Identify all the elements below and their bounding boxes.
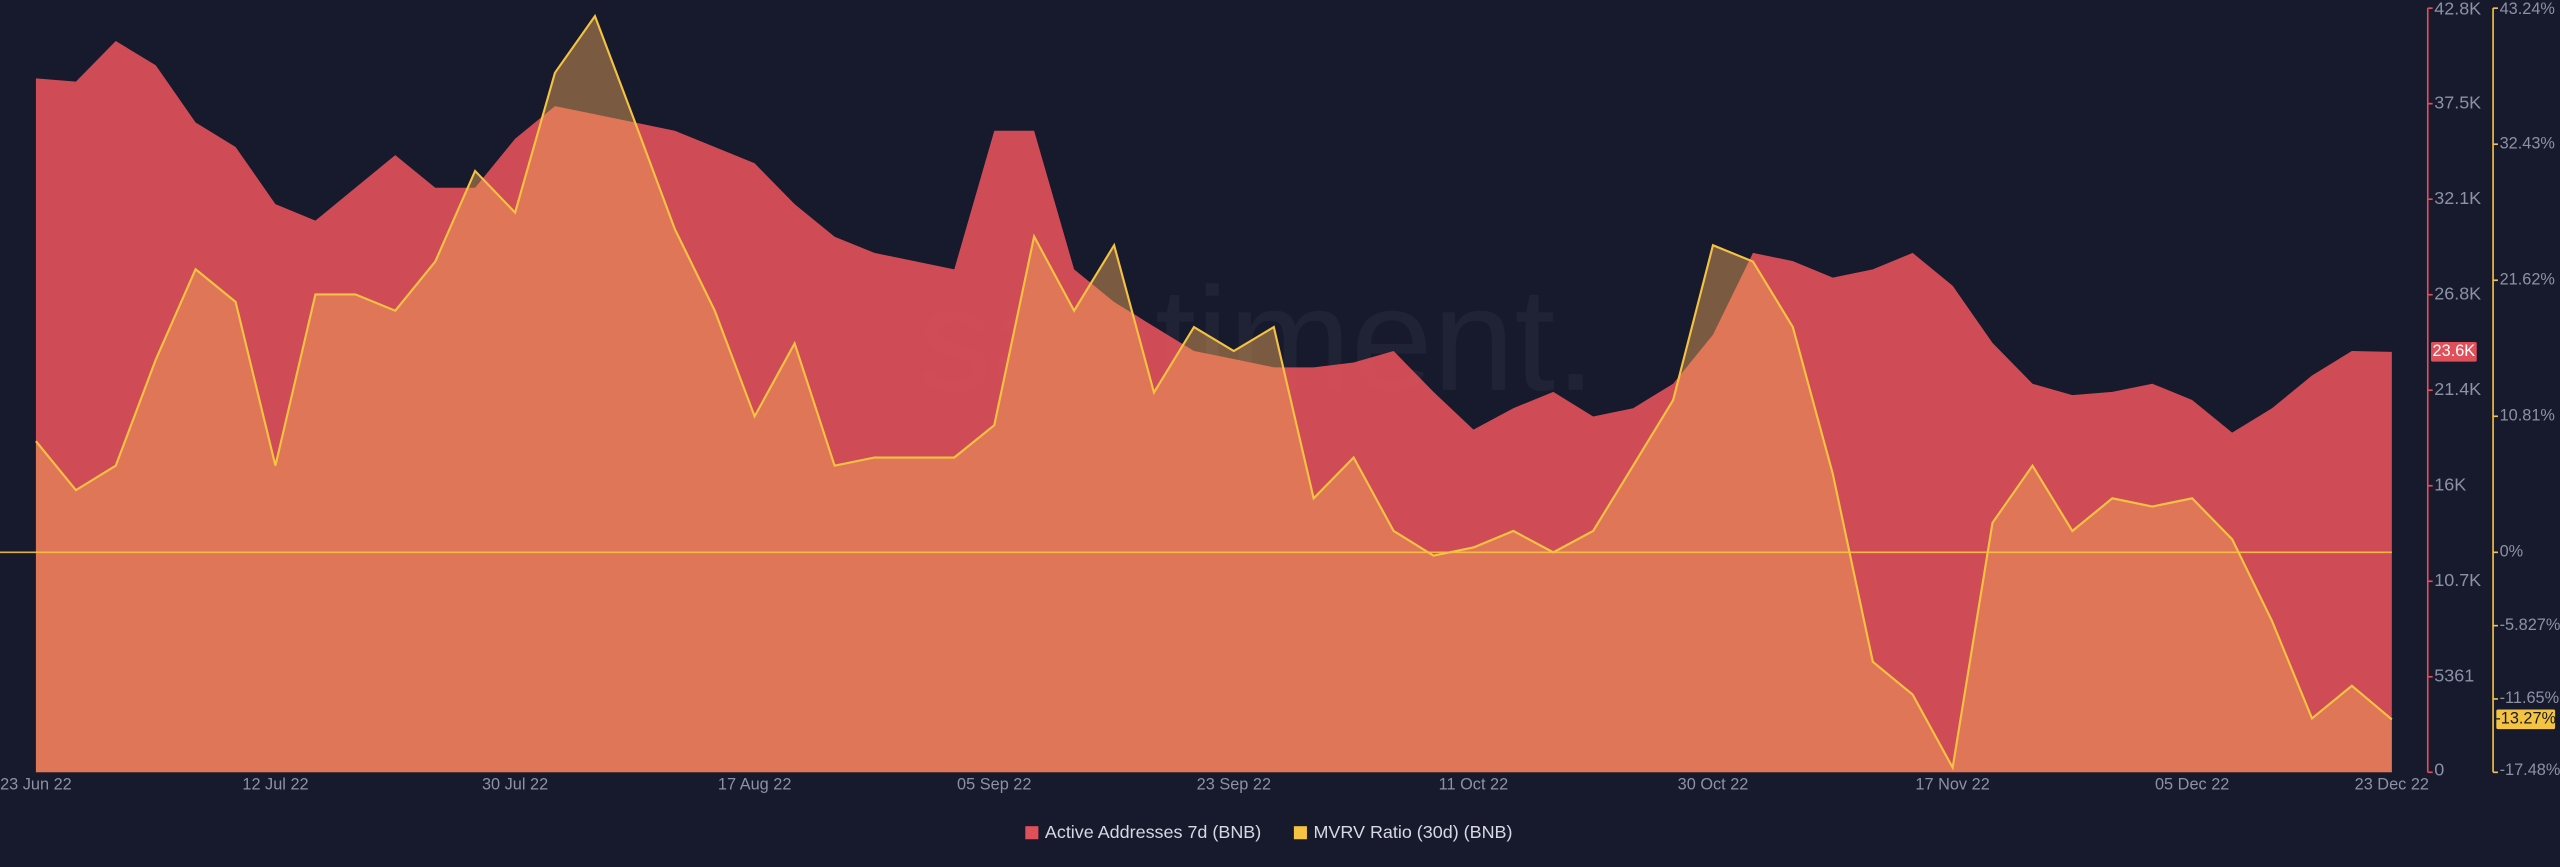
x-tick-label: 23 Dec 22 bbox=[2355, 776, 2429, 794]
y-tick-label: 16K bbox=[2434, 474, 2466, 494]
current-value-badge bbox=[2496, 709, 2556, 730]
legend-swatch bbox=[1293, 826, 1307, 840]
y-tick-label: 26.8K bbox=[2434, 283, 2481, 303]
y2-tick-label: 10.81% bbox=[2500, 407, 2555, 425]
x-tick-label: 30 Jul 22 bbox=[482, 776, 548, 794]
x-tick-label: 17 Aug 22 bbox=[718, 776, 791, 794]
x-tick-label: 05 Dec 22 bbox=[2155, 776, 2229, 794]
mvrv-line bbox=[35, 13, 2393, 771]
current-value-badge bbox=[2431, 342, 2477, 362]
x-tick-label: 12 Jul 22 bbox=[242, 776, 308, 794]
y2-tick-label: -5.827% bbox=[2500, 616, 2560, 634]
y-tick-label: 0 bbox=[2434, 759, 2444, 779]
legend-swatch bbox=[1025, 826, 1039, 840]
x-tick-label: 30 Oct 22 bbox=[1678, 776, 1749, 794]
y2-tick-label: 43.24% bbox=[2500, 0, 2555, 18]
y2-tick-label: -17.48% bbox=[2500, 761, 2560, 779]
y-tick-label: 21.4K bbox=[2434, 379, 2481, 399]
y2-tick-label: 21.62% bbox=[2500, 271, 2555, 289]
x-tick-label: 17 Nov 22 bbox=[1915, 776, 1989, 794]
y-tick-label: 32.1K bbox=[2434, 188, 2481, 208]
active-addresses-area bbox=[35, 40, 2392, 773]
x-tick-label: 05 Sep 22 bbox=[957, 776, 1031, 794]
legend: Active Addresses 7d (BNB) MVRV Ratio (30d… bbox=[1025, 822, 1513, 842]
legend-label: MVRV Ratio (30d) (BNB) bbox=[1313, 822, 1512, 842]
x-tick-label: 11 Oct 22 bbox=[1439, 776, 1509, 794]
y2-tick-label: 32.43% bbox=[2500, 135, 2555, 153]
current-value-label: -13.27% bbox=[2495, 710, 2556, 728]
y-tick-label: 37.5K bbox=[2434, 92, 2481, 112]
y2-tick-label: 0% bbox=[2500, 543, 2524, 561]
legend-label: Active Addresses 7d (BNB) bbox=[1045, 822, 1261, 842]
y-tick-label: 10.7K bbox=[2434, 570, 2481, 590]
x-tick-label: 23 Sep 22 bbox=[1197, 776, 1271, 794]
mvrv-area bbox=[35, 16, 2392, 773]
y2-tick-label: -11.65% bbox=[2500, 689, 2560, 707]
y-tick-label: 42.8K bbox=[2434, 0, 2481, 19]
y-tick-label: 5361 bbox=[2434, 666, 2474, 686]
current-value-label: 23.6K bbox=[2433, 342, 2476, 360]
x-tick-label: 23 Jun 22 bbox=[0, 776, 72, 794]
